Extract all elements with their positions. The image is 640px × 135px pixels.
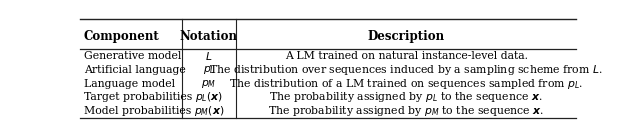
- Text: $p_M$: $p_M$: [202, 78, 216, 90]
- Text: $p_L(\boldsymbol{x})$: $p_L(\boldsymbol{x})$: [195, 90, 223, 104]
- Text: Target probabilities: Target probabilities: [84, 92, 192, 102]
- Text: A LM trained on natural instance-level data.: A LM trained on natural instance-level d…: [285, 51, 527, 61]
- Text: Component: Component: [84, 31, 160, 43]
- Text: Model probabilities: Model probabilities: [84, 106, 191, 116]
- Text: The distribution over sequences induced by a sampling scheme from $L$.: The distribution over sequences induced …: [209, 63, 603, 77]
- Text: The probability assigned by $p_M$ to the sequence $\boldsymbol{x}$.: The probability assigned by $p_M$ to the…: [268, 104, 544, 118]
- Text: $p_L$: $p_L$: [203, 64, 215, 76]
- Text: The probability assigned by $p_L$ to the sequence $\boldsymbol{x}$.: The probability assigned by $p_L$ to the…: [269, 90, 543, 104]
- Text: The distribution of a LM trained on sequences sampled from $p_L$.: The distribution of a LM trained on sequ…: [229, 77, 583, 91]
- Text: Notation: Notation: [180, 31, 238, 43]
- Text: Artificial language: Artificial language: [84, 65, 186, 75]
- Text: Description: Description: [367, 31, 445, 43]
- Text: $L$: $L$: [205, 50, 212, 62]
- Text: Generative model: Generative model: [84, 51, 181, 61]
- Text: Language model: Language model: [84, 79, 175, 89]
- Text: $p_M(\boldsymbol{x})$: $p_M(\boldsymbol{x})$: [194, 104, 224, 118]
